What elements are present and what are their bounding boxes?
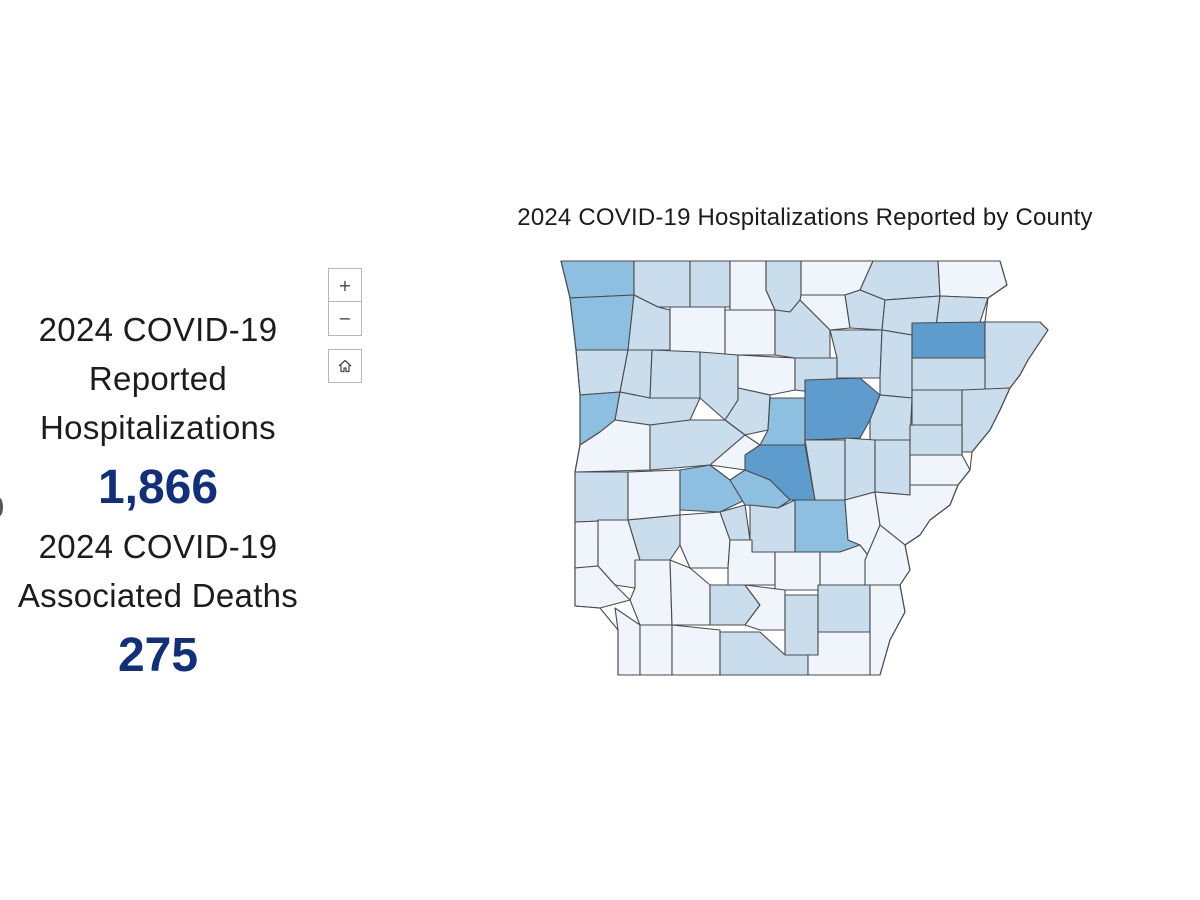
county-polk[interactable]	[574, 471, 629, 523]
deaths-label: 2024 COVID-19 Associated Deaths	[0, 522, 316, 620]
zoom-out-button[interactable]: −	[328, 302, 362, 336]
county-stone[interactable]	[774, 299, 831, 359]
deaths-value: 275	[117, 629, 199, 682]
county-cross[interactable]	[911, 389, 963, 426]
hospitalizations-label-line: Reported	[88, 360, 228, 397]
hospitalizations-label-line: 2024 COVID-19	[38, 311, 278, 348]
map-controls: + −	[328, 268, 362, 383]
county-searcy[interactable]	[724, 309, 776, 356]
hospitalizations-label-line: Hospitalizations	[40, 409, 276, 446]
county-craighead[interactable]	[911, 321, 986, 359]
county-prairie[interactable]	[844, 437, 876, 501]
county-miller[interactable]	[614, 607, 641, 676]
arkansas-county-map[interactable]	[540, 250, 1060, 690]
county-randolph[interactable]	[859, 260, 941, 301]
county-cleveland[interactable]	[774, 551, 821, 591]
county-poinsett[interactable]	[911, 357, 986, 391]
county-crittenden[interactable]	[961, 387, 1011, 453]
county-hempstead[interactable]	[629, 559, 673, 626]
county-calhoun[interactable]	[744, 584, 786, 631]
county-white[interactable]	[804, 377, 881, 441]
county-lafayette[interactable]	[639, 624, 673, 676]
county-drew[interactable]	[817, 584, 871, 633]
county-newton[interactable]	[669, 306, 726, 356]
deaths-label-line: 2024 COVID-19	[38, 528, 278, 565]
county-washington[interactable]	[569, 294, 635, 351]
county-grant[interactable]	[749, 499, 796, 553]
county-benton[interactable]	[560, 260, 635, 299]
county-izard[interactable]	[799, 294, 851, 331]
county-bradley[interactable]	[784, 594, 819, 656]
county-st-francis[interactable]	[909, 424, 963, 456]
county-montgomery[interactable]	[627, 469, 681, 521]
county-johnson[interactable]	[649, 349, 701, 399]
zoom-in-button[interactable]: +	[328, 268, 362, 302]
edge-marker	[0, 498, 3, 516]
home-icon	[338, 359, 352, 373]
map-title: 2024 COVID-19 Hospitalizations Reported …	[517, 204, 1093, 231]
county-jackson[interactable]	[879, 329, 913, 399]
county-boone[interactable]	[689, 260, 731, 308]
hospitalizations-value: 1,866	[97, 461, 219, 514]
county-pike[interactable]	[627, 514, 681, 561]
county-monroe[interactable]	[874, 439, 911, 496]
home-button[interactable]	[328, 349, 362, 383]
stats-panel: 2024 COVID-19 Reported Hospitalizations …	[0, 305, 316, 690]
county-chicot[interactable]	[869, 584, 906, 676]
county-columbia[interactable]	[671, 624, 721, 676]
hospitalizations-label: 2024 COVID-19 Reported Hospitalizations	[0, 305, 316, 452]
county-independence[interactable]	[829, 329, 883, 379]
deaths-label-line: Associated Deaths	[17, 577, 299, 614]
county-nevada[interactable]	[669, 559, 711, 626]
state-outline	[560, 260, 1049, 676]
county-van-buren[interactable]	[737, 354, 796, 396]
